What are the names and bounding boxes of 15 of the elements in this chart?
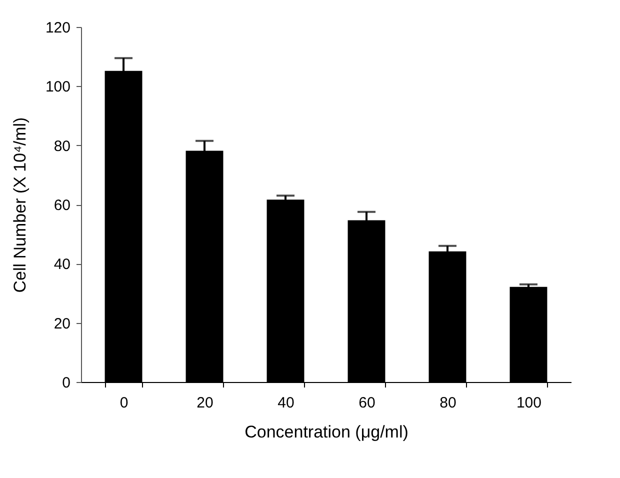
- y-tick-label: 60: [54, 197, 70, 214]
- y-tick-label: 100: [45, 78, 70, 96]
- x-tick-label: 100: [516, 394, 542, 412]
- x-tick-label: 0: [120, 394, 128, 412]
- y-tick-label: 20: [54, 315, 70, 332]
- y-axis-title: Cell Number (X 10⁴/ml): [10, 117, 30, 293]
- x-tick-label: 80: [440, 394, 456, 412]
- y-tick-label: 120: [45, 20, 70, 36]
- y-tick-label: 0: [62, 374, 70, 392]
- x-tick-label: 40: [278, 394, 294, 412]
- x-axis-title: Concentration (μg/ml): [244, 422, 408, 442]
- x-tick-label: 20: [196, 394, 214, 412]
- y-tick-label: 40: [54, 256, 70, 274]
- y-tick-label: 80: [54, 138, 70, 155]
- x-tick-label: 60: [358, 394, 376, 412]
